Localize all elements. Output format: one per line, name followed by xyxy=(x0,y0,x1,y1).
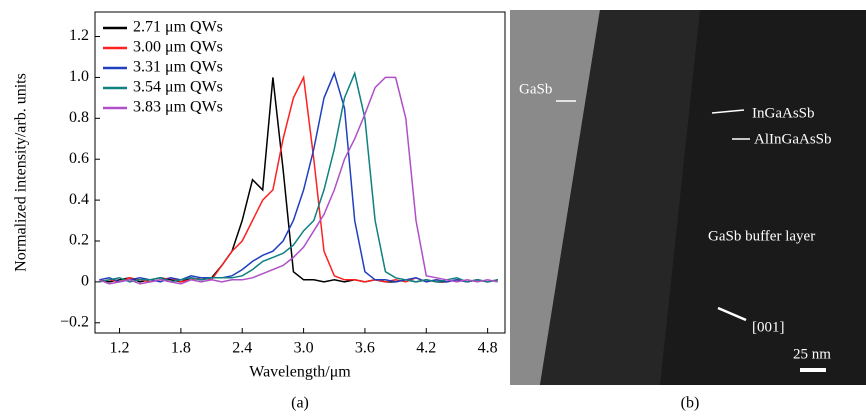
spectrum-line xyxy=(98,76,498,285)
spectrum-line xyxy=(98,70,498,283)
legend-label: 3.83 μm QWs xyxy=(133,99,223,116)
legend-label: 3.00 μm QWs xyxy=(133,39,223,56)
y-tick-label: 0.2 xyxy=(69,232,89,249)
x-tick-label: 3.6 xyxy=(355,340,375,357)
y-tick-label: 0.8 xyxy=(69,109,89,126)
y-tick-label: 0.6 xyxy=(69,150,89,167)
image-label: InGaAsSb xyxy=(752,105,815,121)
image-label: [001] xyxy=(752,319,785,335)
x-tick-label: 3.0 xyxy=(294,340,314,357)
y-tick-label: −0.2 xyxy=(60,313,89,330)
gasb-region xyxy=(510,10,600,385)
x-tick-label: 4.2 xyxy=(416,340,436,357)
y-tick-label: 0.4 xyxy=(69,191,89,208)
image-label: AlInGaAsSb xyxy=(754,131,832,147)
scale-label: 25 nm xyxy=(793,346,831,362)
y-axis-label: Normalized intensity/arb. units xyxy=(13,73,30,272)
y-tick-label: 1.0 xyxy=(69,68,89,85)
plot-frame xyxy=(94,11,506,334)
x-tick-label: 1.2 xyxy=(110,340,130,357)
x-tick-label: 1.8 xyxy=(171,340,191,357)
x-tick-label: 2.4 xyxy=(232,340,252,357)
caption: (b) xyxy=(681,395,700,412)
x-axis-label: Wavelength/μm xyxy=(249,364,351,381)
x-tick-label: 4.8 xyxy=(478,340,498,357)
legend-label: 3.31 μm QWs xyxy=(133,59,223,76)
y-tick-label: 1.2 xyxy=(69,27,89,44)
legend-label: 2.71 μm QWs xyxy=(133,19,223,36)
y-tick-label: 0 xyxy=(81,273,89,290)
arrow xyxy=(711,109,745,114)
arrow xyxy=(717,306,747,322)
caption: (a) xyxy=(291,395,309,412)
scale-bar xyxy=(800,368,826,372)
layers xyxy=(540,10,700,385)
tem-image: GaSb InGaAsSb AlInGaAsSb GaSb buffer lay… xyxy=(510,10,866,385)
image-label: GaSb xyxy=(519,81,552,97)
image-label: GaSb buffer layer xyxy=(708,228,815,244)
legend-label: 3.54 μm QWs xyxy=(133,79,223,96)
